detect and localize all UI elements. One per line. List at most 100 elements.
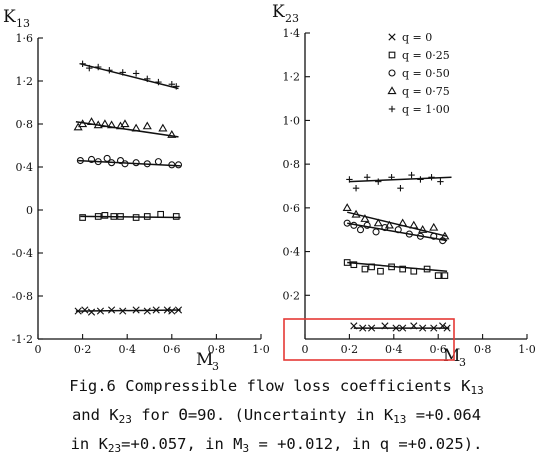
plot1-y-tick-label: 1·0 <box>283 114 301 127</box>
plot0-point-triangle <box>86 117 97 125</box>
plot0-point-circle <box>168 161 176 169</box>
plot1-point-cross <box>359 324 367 332</box>
plot1-point-cross <box>439 322 447 330</box>
plot0-point-plus <box>132 70 140 77</box>
plot0-x-tick-label: 1·0 <box>252 343 270 356</box>
plot1-point-triangle <box>384 220 394 229</box>
plot1-point-triangle <box>440 231 450 240</box>
plot1-point-cross <box>392 324 400 332</box>
plot1-point-square <box>423 265 431 273</box>
plot1-point-cross <box>381 322 389 330</box>
plot0-point-cross <box>74 307 82 315</box>
plot1-point-square <box>434 272 442 279</box>
plot1-point-triangle <box>351 209 361 218</box>
plot0-point-cross <box>174 306 183 314</box>
plot0-point-triangle <box>78 119 88 128</box>
plot0-point-plus <box>168 81 175 88</box>
plot0-point-square <box>143 213 151 220</box>
plot1-point-circle <box>405 230 413 238</box>
plot1-point-square <box>361 265 369 273</box>
plot1-point-circle <box>343 219 351 227</box>
plot0-point-circle <box>103 154 111 162</box>
plot0-x-tick-label: 0·8 <box>208 343 226 356</box>
plot0-y-tick-label: -0·4 <box>12 247 33 260</box>
plot0-y-tick-label: 1·6 <box>16 32 34 45</box>
caption-line-3: in K23=+0.057, in M3 = +0.012, in q =+0.… <box>70 435 483 455</box>
plot1-point-circle <box>350 221 358 229</box>
plot1-point-triangle <box>429 222 439 231</box>
highlight-box <box>283 318 455 361</box>
plot1-y-tick-label: 1·4 <box>283 27 301 40</box>
plot0-point-circle <box>87 155 96 164</box>
plot0-point-square <box>117 213 124 220</box>
plot1-point-circle <box>439 237 447 245</box>
plot1-legend-label: q = 0·50 <box>402 67 450 80</box>
plot1-series-2 <box>343 219 448 245</box>
plot1-point-plus <box>375 178 382 185</box>
plot1-point-circle <box>416 232 424 240</box>
plot1-y-axis-label-sub: 23 <box>285 12 299 25</box>
plot0-series-0 <box>74 306 183 316</box>
plot1-point-triangle <box>373 218 383 227</box>
plot0-series-4 <box>79 60 180 90</box>
plot0-point-circle <box>108 159 116 167</box>
plot0-point-plus <box>119 69 126 76</box>
plot0-point-cross <box>152 306 160 314</box>
plot0-point-cross <box>119 307 127 315</box>
plot0-y-tick-label: -0·8 <box>12 290 33 303</box>
plot1-point-square <box>368 263 375 271</box>
plot0-point-triangle <box>93 120 103 129</box>
plot1-x-tick-label: 1·0 <box>518 343 536 356</box>
plot1-point-triangle <box>342 203 352 212</box>
plot0-x-axis-label-sub: 3 <box>212 360 219 370</box>
plot0-point-cross <box>132 306 140 314</box>
plot0-point-cross <box>96 307 105 315</box>
plot1-point-circle <box>363 221 371 229</box>
plot0-point-square <box>157 210 165 218</box>
plot1-legend-label: q = 1·00 <box>402 103 450 116</box>
plot1-point-square <box>350 261 358 269</box>
plot0-point-cross <box>87 308 96 316</box>
plot0-point-cross <box>143 307 151 315</box>
plot0-point-circle <box>121 160 129 168</box>
plot0-point-triangle <box>167 130 177 138</box>
plot1-point-circle <box>372 228 380 236</box>
plot0-point-square <box>132 214 140 221</box>
plot1-legend-label: q = 0 <box>402 31 432 44</box>
plot0-y-tick-label: 0 <box>26 204 33 217</box>
plot0-point-plus <box>86 64 93 72</box>
plot1-point-triangle <box>360 214 370 222</box>
plot0-point-triangle <box>158 123 168 132</box>
plot1-point-plus <box>352 184 360 192</box>
caption-line-1: Fig.6 Compressible flow loss coefficient… <box>69 377 484 397</box>
plot1-fit-line-1 <box>347 261 448 272</box>
plot1-legend-marker-plus <box>388 105 396 113</box>
plot0-y-tick-label: 1·2 <box>16 75 34 88</box>
plot1-y-tick-label: 0·4 <box>283 246 301 259</box>
plot1-point-circle <box>356 226 365 234</box>
plot1-fit-line-4 <box>349 176 452 183</box>
plot0-point-triangle <box>100 119 110 128</box>
plot0-point-plus <box>144 75 151 83</box>
plot1-point-cross <box>350 322 358 330</box>
plot0-point-square <box>79 214 86 221</box>
plot1-point-plus <box>417 176 424 183</box>
plot0-point-square <box>172 213 180 220</box>
plot1-point-cross <box>368 324 376 332</box>
plot0-y-tick-label: -1·2 <box>12 333 33 346</box>
plot1-point-cross <box>419 324 427 332</box>
plot1-x-tick-label: 0·4 <box>385 343 403 356</box>
plot1-x-tick-label: 0·2 <box>341 343 359 356</box>
plot0-point-triangle <box>131 123 141 132</box>
plot1-legend-marker-square <box>388 51 396 59</box>
plot1-point-square <box>343 259 351 266</box>
plot1-legend-marker-triangle <box>387 86 397 95</box>
plot1-point-plus <box>397 184 404 192</box>
plot0-point-square <box>101 212 109 219</box>
plot1-point-cross <box>399 324 407 332</box>
plot0-point-circle <box>174 161 183 169</box>
plot1-point-cross <box>410 322 418 330</box>
plot1-legend-label: q = 0·75 <box>402 85 450 98</box>
plot1-point-square <box>377 267 384 275</box>
plot1-y-axis-label: K <box>272 2 285 22</box>
